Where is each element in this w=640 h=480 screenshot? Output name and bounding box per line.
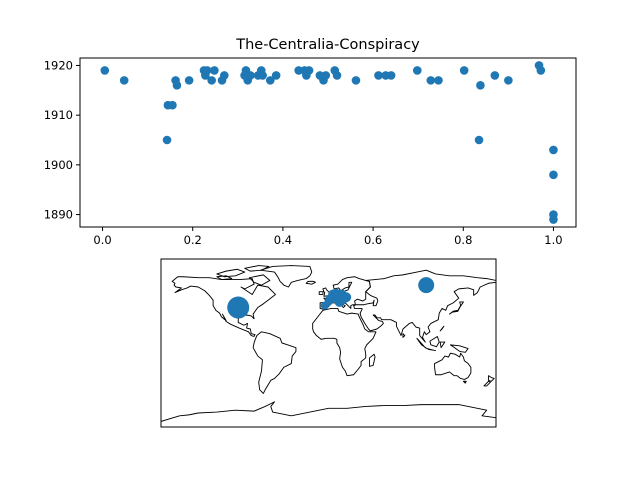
x-tick-label: 0.0 [93,233,111,247]
scatter-point [304,66,314,75]
scatter-point [265,76,275,85]
scatter-point [100,66,110,75]
scatter-point [351,76,361,85]
scatter-point [246,71,255,80]
map-marker [331,288,340,297]
scatter-point [549,145,558,155]
scatter-point [210,66,219,75]
scatter-point [536,66,546,75]
coastline-asia [353,269,496,343]
coastline-new-zealand [483,375,495,387]
y-tick-label: 1900 [44,158,73,172]
scatter-point [207,76,216,85]
y-tick-label: 1920 [44,58,73,72]
coastline-iceland [305,280,316,285]
y-tick-label: 1910 [44,108,73,122]
scatter-point [474,135,484,145]
map-marker [320,301,329,310]
scatter-frame [79,57,577,228]
scatter-y-axis: 1890 1900 1910 1920 [44,58,80,222]
scatter-point [271,71,281,80]
map-panel [160,258,497,428]
scatter-point [549,170,558,180]
scatter-x-axis: 0.0 0.2 0.4 0.6 0.8 1.0 [93,227,563,247]
map-marker [418,277,435,294]
coastline-islands-southeast-asia [416,325,469,353]
scatter-point [119,76,129,85]
map-marker [339,296,348,305]
scatter-point [504,76,513,85]
scatter-point [374,71,383,80]
scatter-points [100,61,558,224]
map-markers [227,277,435,319]
scatter-point [412,66,422,75]
scatter-point [386,71,396,80]
scatter-point [168,100,177,110]
scatter-point [476,81,485,90]
coastline-greenland [260,265,313,288]
map-frame [160,258,497,428]
scatter-point [184,76,194,85]
coastline-madagascar [368,353,376,367]
scatter-point [426,76,436,85]
scatter-title: The-Centralia-Conspiracy [235,37,420,53]
x-tick-label: 0.6 [364,233,382,247]
x-tick-label: 0.2 [184,233,202,247]
scatter-point [219,71,229,80]
coastline-arctic-islands [216,265,271,286]
coastline-africa [312,307,377,377]
scatter-point [202,66,212,75]
coastline-japan [449,301,464,315]
scatter-panel: The-Centralia-Conspiracy 0.0 0.2 0.4 0.6 0.8… [44,37,577,247]
scatter-point [321,71,331,80]
scatter-point [459,66,469,75]
scatter-point [172,81,182,90]
coastline-north-america [171,276,276,337]
scatter-point [258,71,267,80]
scatter-point [549,215,558,224]
map-marker [227,296,250,319]
x-tick-label: 0.8 [454,233,472,247]
scatter-point [332,71,342,80]
scatter-point [490,71,500,80]
scatter-point [162,135,172,145]
scatter-point [434,76,443,85]
coastline-australia [434,352,472,384]
coastline-south-america [252,331,297,394]
x-tick-label: 0.4 [274,233,292,247]
coastline-sri-lanka [402,333,406,338]
y-tick-label: 1890 [44,208,73,222]
coastline-antarctica [161,401,496,422]
x-tick-label: 1.0 [544,233,562,247]
